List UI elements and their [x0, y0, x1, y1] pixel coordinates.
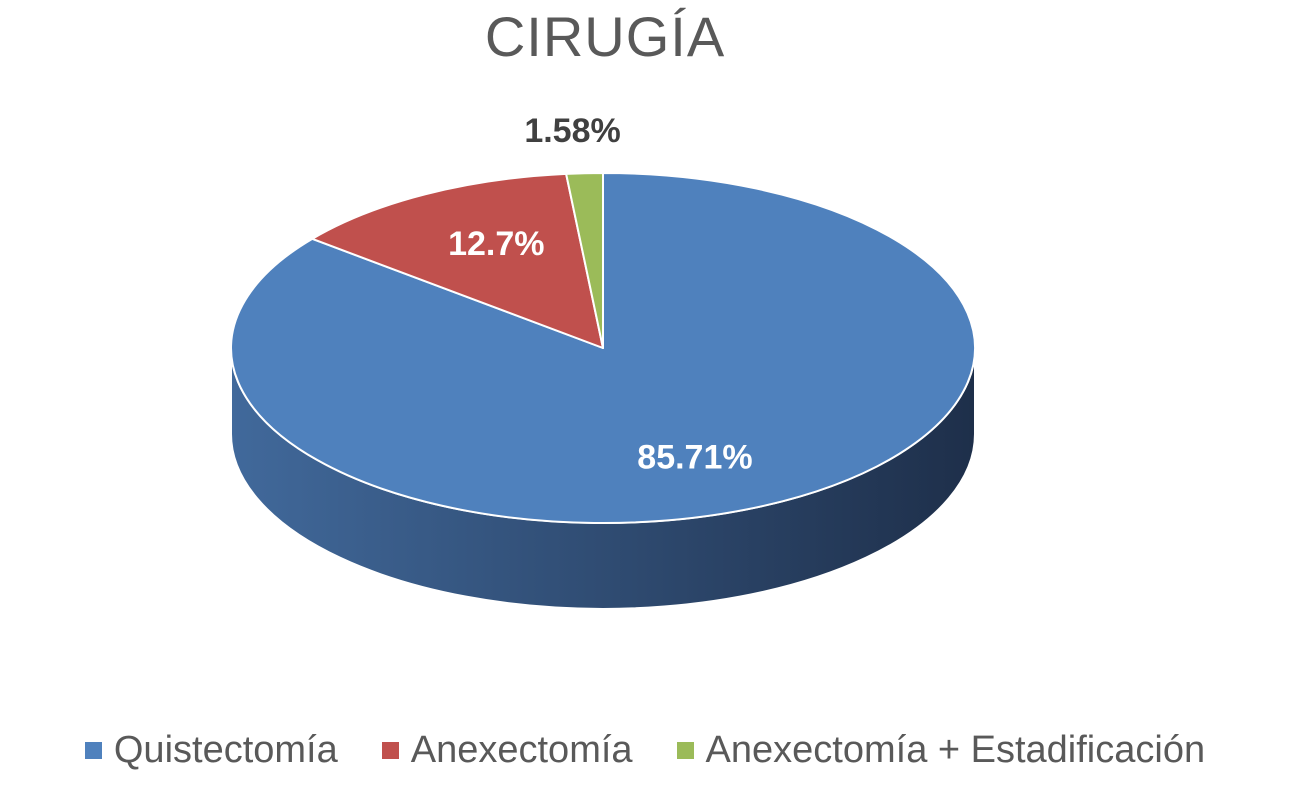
- legend-swatch-1: [381, 741, 399, 759]
- chart-title: CIRUGÍA: [484, 5, 726, 68]
- slice-label-0: 85.71%: [637, 438, 752, 476]
- pie-labels: 85.71% 12.7% 1.58%: [448, 112, 753, 476]
- pie-slices: [230, 172, 976, 524]
- pie-slice-1: [311, 172, 604, 349]
- slice-label-2: 1.58%: [524, 112, 620, 150]
- legend: Quistectomía Anexectomía Anexectomía + Est…: [0, 722, 1290, 778]
- slice-label-1: 12.7%: [448, 225, 544, 263]
- pie-chart: 85.71% 12.7% 1.58%: [230, 112, 976, 610]
- legend-swatch-2: [676, 741, 694, 759]
- legend-item-2: Anexectomía + Estadificación: [676, 728, 1206, 772]
- legend-label-0: Quistectomía: [113, 728, 338, 771]
- legend-label-2: Anexectomía + Estadificación: [705, 728, 1206, 771]
- legend-item-1: Anexectomía: [381, 728, 633, 772]
- legend-swatch-0: [84, 741, 102, 759]
- legend-item-0: Quistectomía: [84, 728, 338, 772]
- pie-slice-2: [565, 172, 604, 349]
- legend-label-1: Anexectomía: [410, 728, 633, 771]
